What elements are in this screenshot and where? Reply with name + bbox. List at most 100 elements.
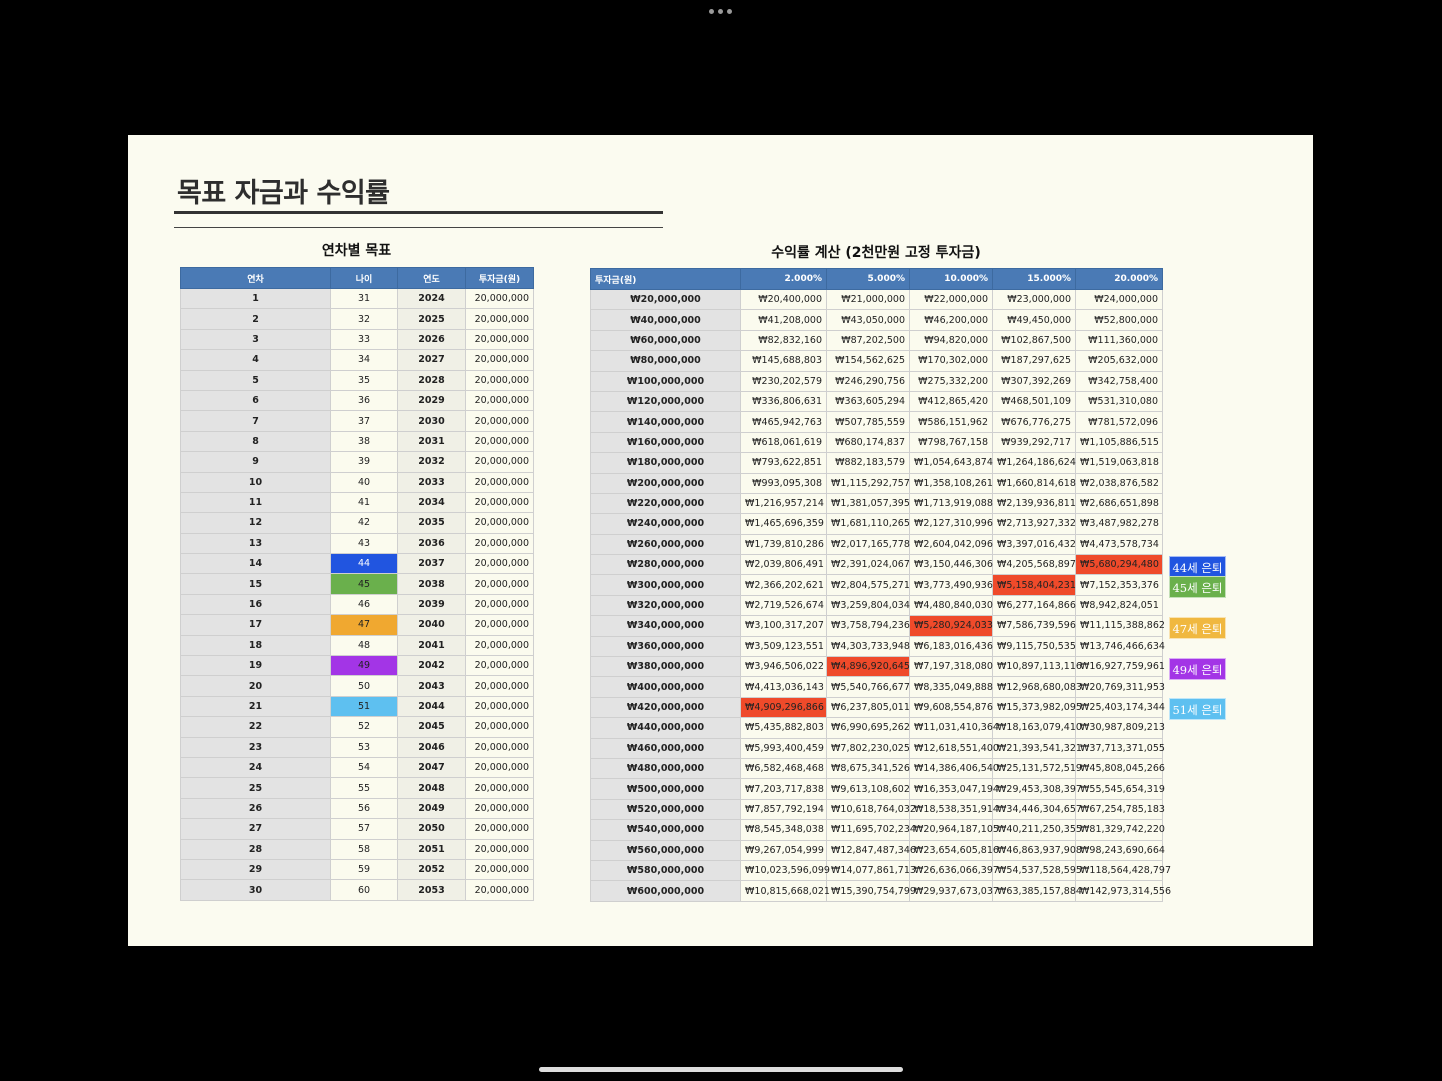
left-cell: 2050 [397,818,466,840]
principal-cell: ₩540,000,000 [590,819,741,841]
left-cell: 20,000,000 [465,838,534,860]
return-cell: ₩342,758,400 [1075,370,1163,392]
return-cell: ₩412,865,420 [909,390,993,413]
table-row: ₩120,000,000 ₩336,806,631 ₩363,605,294 ₩412… [590,390,1163,413]
return-cell: ₩1,660,814,618 [992,472,1076,494]
left-cell: 6 [180,389,331,412]
table-row: 19 49 2042 20,000,000 [180,655,534,677]
left-cell: 2035 [397,512,466,534]
return-cell: ₩15,390,754,799 [826,880,916,902]
principal-cell: ₩380,000,000 [590,656,741,678]
table-row: ₩460,000,000 ₩5,993,400,459 ₩7,802,230,025… [590,737,1165,759]
retire-age-legend: 44세 은퇴 [1169,555,1226,578]
principal-cell: ₩360,000,000 [590,635,741,658]
table-row: 18 48 2041 20,000,000 [180,634,534,657]
principal-cell: ₩460,000,000 [590,737,741,759]
return-cell: ₩2,713,927,332 [992,513,1076,535]
home-indicator[interactable] [539,1067,903,1072]
table-row: 2 32 2025 20,000,000 [180,308,534,330]
return-cell: ₩63,385,157,884 [992,880,1082,902]
left-cell: 20,000,000 [465,532,534,555]
left-cell: 52 [330,716,398,738]
table-row: ₩540,000,000 ₩8,545,348,038 ₩11,695,702,23… [590,819,1165,841]
table-row: ₩40,000,000 ₩41,208,000 ₩43,050,000 ₩46,200… [590,309,1163,331]
window-menu-dots[interactable] [709,9,732,14]
return-cell: ₩5,993,400,459 [740,737,827,759]
left-cell: 2026 [397,328,466,351]
left-cell: 20,000,000 [465,410,534,432]
left-cell: 28 [180,838,331,860]
left-cell: 16 [180,593,331,616]
left-cell: 2039 [397,593,466,616]
return-cell: ₩34,446,304,657 [992,798,1082,821]
return-cell: ₩46,863,937,908 [992,839,1082,861]
return-cell: ₩6,582,468,468 [740,757,827,780]
return-cell: ₩6,237,805,011 [826,696,910,719]
return-cell: ₩363,605,294 [826,390,910,413]
table-row: 25 55 2048 20,000,000 [180,777,534,799]
principal-cell: ₩140,000,000 [590,411,741,433]
table-row: ₩400,000,000 ₩4,413,036,143 ₩5,540,766,677… [590,676,1165,698]
return-cell: ₩1,358,108,261 [909,472,993,494]
left-cell: 29 [180,858,331,881]
left-cell: 2041 [397,634,466,657]
table-row: ₩500,000,000 ₩7,203,717,838 ₩9,613,108,602… [590,778,1165,800]
return-cell: ₩5,435,882,803 [740,717,827,739]
return-cell: ₩111,360,000 [1075,329,1163,352]
yearly-target-table: 연차 나이 연도 투자금(원) 1 31 2024 20,000,000 2 32 2025 20,… [180,267,534,901]
return-cell: ₩3,259,804,034 [826,594,910,617]
left-cell: 17 [180,614,331,636]
table-row: 7 37 2030 20,000,000 [180,410,534,432]
right-header-5: 20.000% [1075,268,1163,290]
return-cell: ₩4,413,036,143 [740,676,827,698]
principal-cell: ₩320,000,000 [590,594,741,617]
return-cell: ₩3,509,123,551 [740,635,827,658]
left-cell: 2034 [397,491,466,514]
return-cell: ₩793,622,851 [740,452,827,474]
left-cell: 20,000,000 [465,308,534,330]
return-cell: ₩6,990,695,262 [826,717,910,739]
right-header-1: 2.000% [740,268,827,290]
return-cell: ₩94,820,000 [909,329,993,352]
left-cell: 11 [180,491,331,514]
return-cell: ₩5,280,924,033 [909,615,993,637]
left-cell: 2037 [397,553,466,575]
return-cell: ₩3,946,506,022 [740,656,827,678]
left-header-0: 연차 [180,267,331,289]
return-cell: ₩939,292,717 [992,431,1076,454]
return-cell: ₩1,216,957,214 [740,492,827,515]
return-cell: ₩507,785,559 [826,411,910,433]
return-cell: ₩54,537,528,595 [992,859,1082,882]
return-cell: ₩2,391,024,067 [826,554,910,576]
left-cell: 35 [330,369,398,391]
left-cell: 20,000,000 [465,818,534,840]
principal-cell: ₩400,000,000 [590,676,741,698]
table-row: ₩340,000,000 ₩3,100,317,207 ₩3,758,794,236… [590,615,1165,637]
return-cell: ₩5,680,294,480 [1075,554,1163,576]
return-cell: ₩2,127,310,996 [909,513,993,535]
right-header-0: 투자금(원) [590,268,741,290]
return-cell: ₩22,000,000 [909,288,993,311]
left-cell: 42 [330,512,398,534]
return-cell: ₩16,353,047,194 [909,778,999,800]
left-header-3: 투자금(원) [465,267,534,289]
table-row: ₩440,000,000 ₩5,435,882,803 ₩6,990,695,262… [590,717,1165,739]
retire-age-legend: 49세 은퇴 [1169,657,1226,680]
left-cell: 23 [180,736,331,758]
left-cell: 31 [330,287,398,310]
principal-cell: ₩280,000,000 [590,554,741,576]
return-cell: ₩3,758,794,236 [826,615,910,637]
left-cell: 49 [330,655,398,677]
table-row: ₩100,000,000 ₩230,202,579 ₩246,290,756 ₩275… [590,370,1163,392]
return-cell: ₩11,695,702,234 [826,819,916,841]
left-cell: 20,000,000 [465,736,534,758]
return-cell: ₩4,909,296,866 [740,696,827,719]
return-cell: ₩3,487,982,278 [1075,513,1163,535]
return-cell: ₩4,896,920,645 [826,656,910,678]
return-cell: ₩4,205,568,897 [992,554,1076,576]
left-cell: 9 [180,451,331,473]
return-cell: ₩187,297,625 [992,350,1076,372]
principal-cell: ₩40,000,000 [590,309,741,331]
table-row: ₩220,000,000 ₩1,216,957,214 ₩1,381,057,395… [590,492,1163,515]
return-cell: ₩5,540,766,677 [826,676,910,698]
